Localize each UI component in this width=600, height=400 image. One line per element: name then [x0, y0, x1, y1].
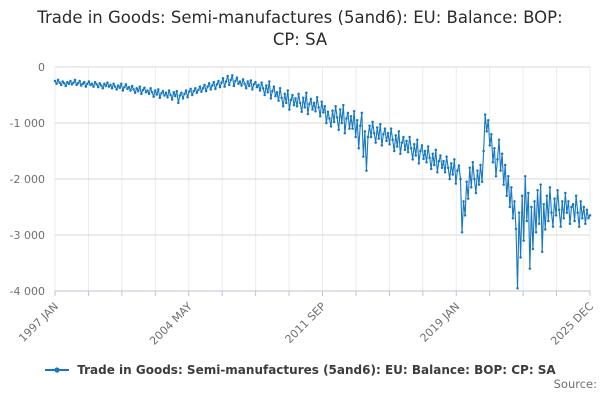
legend-line-marker-icon [45, 367, 70, 373]
legend-series-label: Trade in Goods: Semi-manufactures (5and6… [77, 363, 556, 377]
y-axis-tick-label: 0 [38, 61, 45, 74]
chart-canvas: 1997 JAN 2004 MAY 2011 SEP 2019 JAN 2025 DEC… [10, 61, 597, 348]
x-axis-tick-label: 2011 SEP [283, 300, 329, 346]
x-axis-tick-label: 2019 JAN [418, 300, 463, 345]
source-attribution: Source: [553, 377, 597, 391]
chart-title: Trade in Goods: Semi-manufactures (5and6… [37, 8, 563, 50]
y-axis-tick-label: -1 000 [10, 117, 45, 130]
legend: Trade in Goods: Semi-manufactures (5and6… [0, 363, 600, 377]
y-axis-tick-label: -2 000 [10, 173, 45, 186]
x-axis-tick-label: 2004 MAY [147, 300, 195, 348]
x-axis-tick-label: 1997 JAN [16, 300, 61, 345]
y-axis-tick-label: -3 000 [10, 229, 45, 242]
x-axis-tick-label: 2025 DEC [548, 300, 596, 348]
series-point-markers [53, 74, 592, 290]
y-axis-tick-label: -4 000 [10, 285, 45, 298]
